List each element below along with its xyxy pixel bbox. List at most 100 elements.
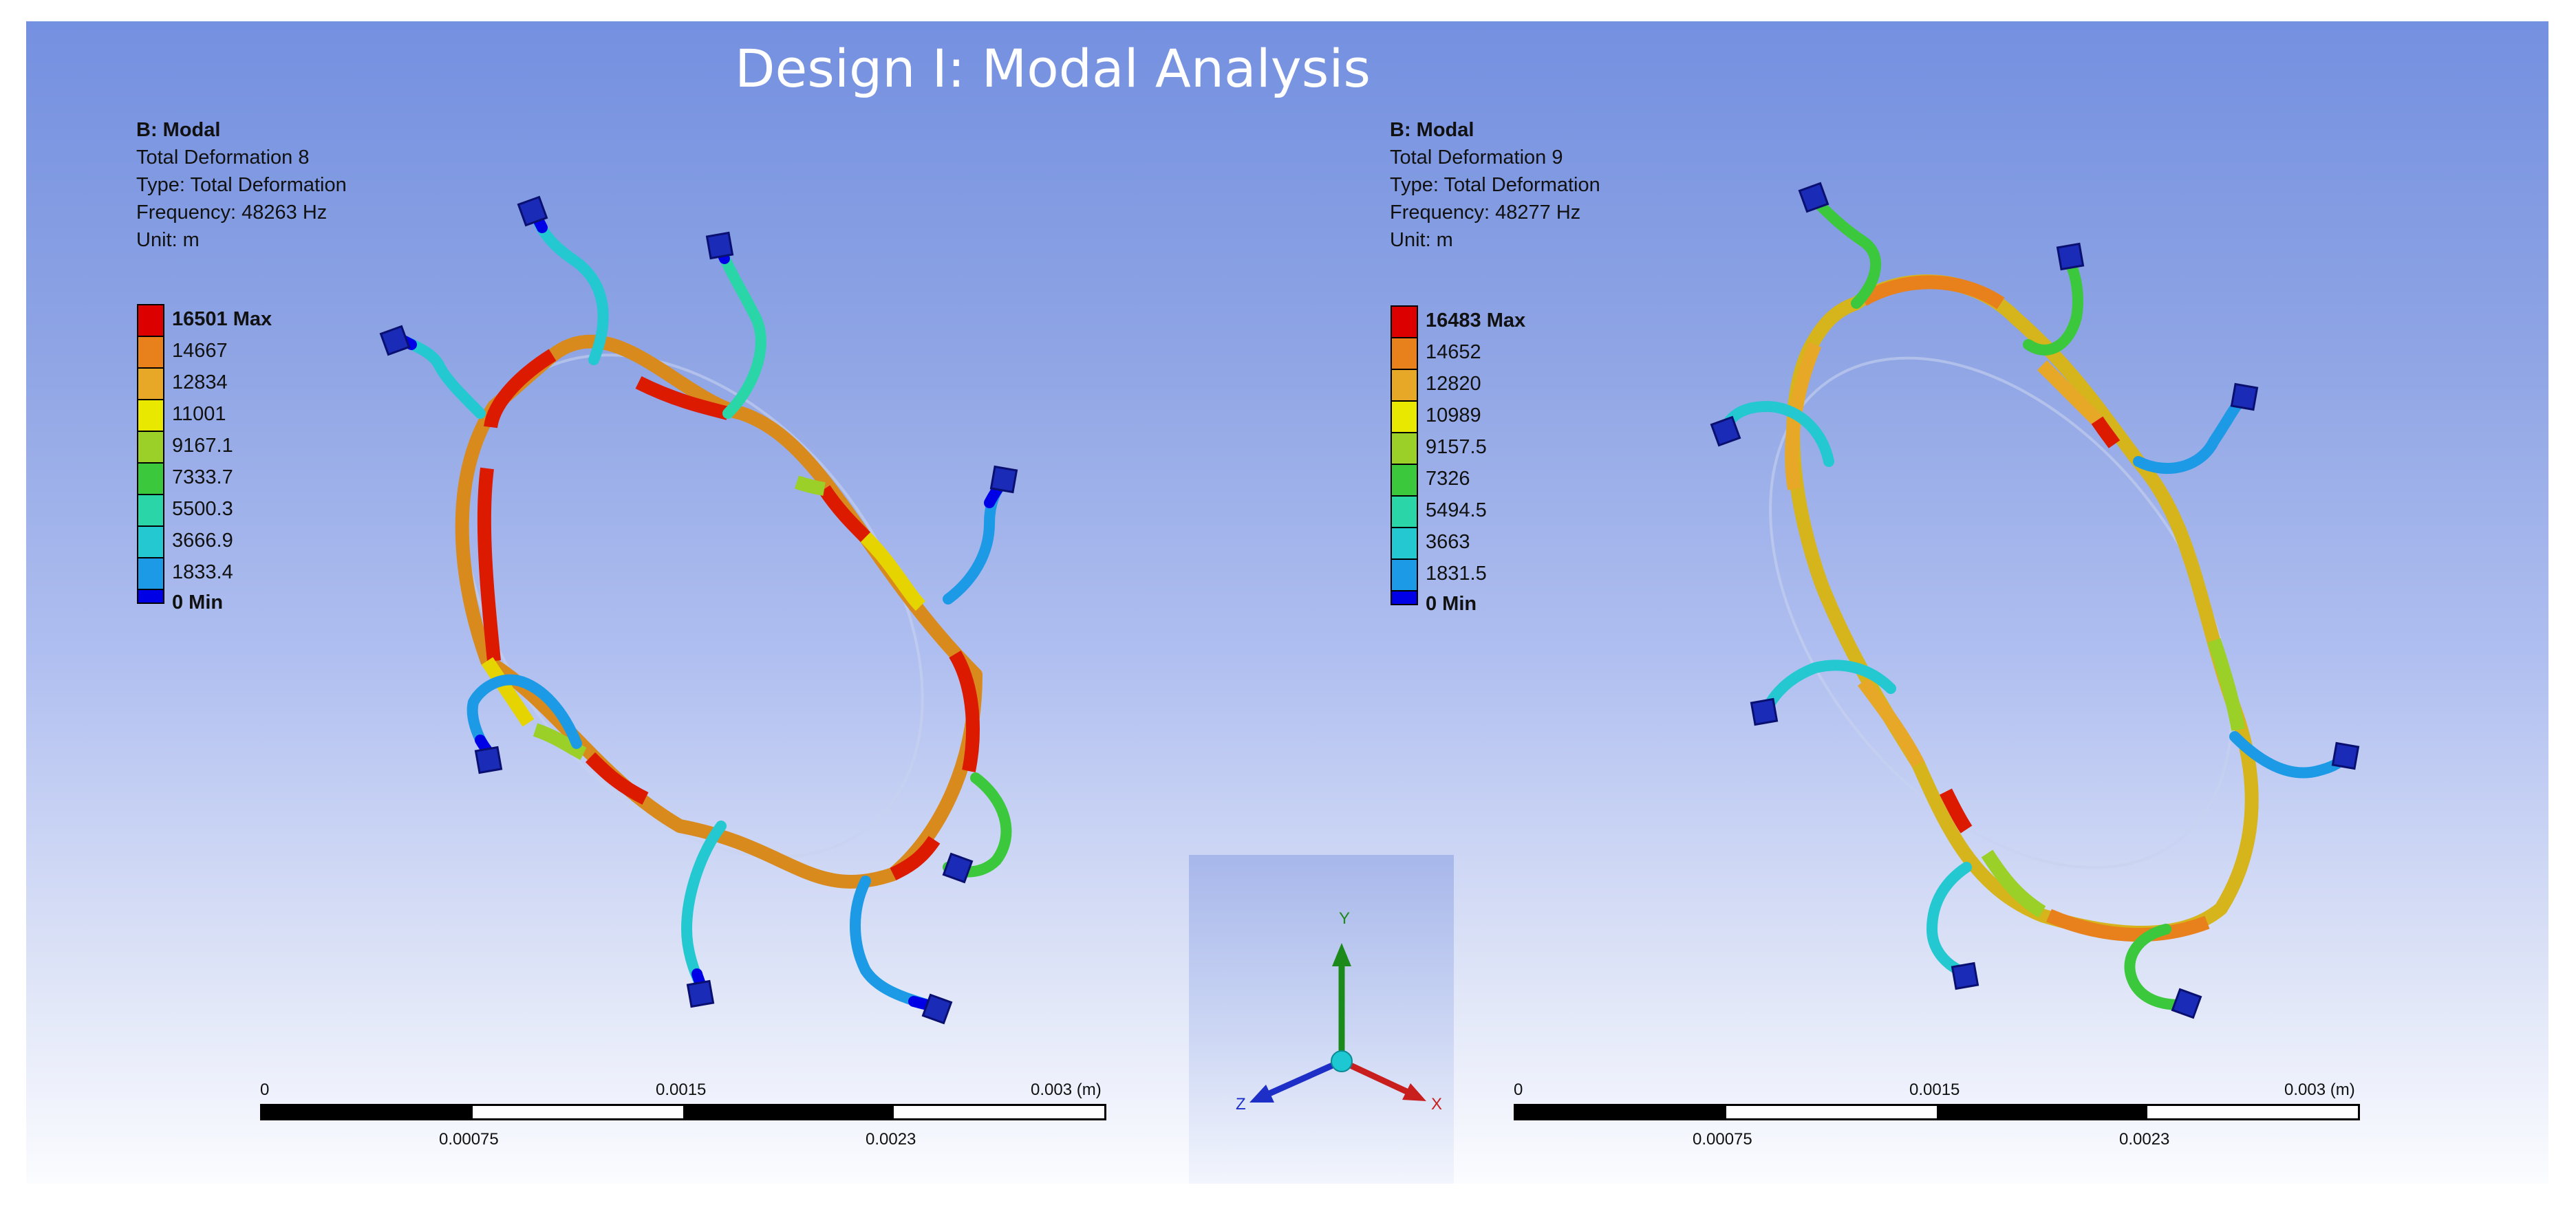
result-name-label: Total Deformation 8	[136, 146, 310, 169]
legend-level: 11001	[172, 403, 226, 425]
ring-segment	[860, 532, 926, 611]
anchor-block	[942, 852, 974, 884]
legend-level: 5494.5	[1426, 499, 1487, 521]
ring-segment	[1859, 275, 2005, 310]
result-legend-right: B: Modal Total Deformation 9 Type: Total…	[1390, 116, 1600, 254]
support-leg	[2133, 394, 2247, 474]
anchor-block	[1798, 182, 1829, 213]
scale-bar-right: 0 0.0015 0.003 (m) 0.00075 0.0023	[1514, 1081, 2367, 1156]
anchor-block	[2171, 988, 2202, 1019]
support-leg	[466, 674, 582, 756]
contour-legend-left: 16501 Max 14667 12834 11001 9167.1 7333.…	[137, 304, 272, 614]
legend-swatch	[137, 304, 164, 337]
legend-level: 7326	[1426, 468, 1470, 490]
legend-swatch	[137, 431, 164, 464]
legend-swatch	[1391, 432, 1418, 465]
legend-swatch	[137, 589, 164, 604]
support-leg	[1926, 862, 1972, 976]
legend-swatch	[1391, 558, 1418, 591]
legend-swatch	[137, 557, 164, 590]
legend-level: 16483 Max	[1426, 310, 1525, 332]
legend-swatch	[137, 399, 164, 432]
unit-label: Unit: m	[1390, 229, 1453, 251]
legend-swatch	[137, 494, 164, 527]
scale-tick-three-quarter: 0.0023	[866, 1130, 916, 1149]
scale-tick-three-quarter: 0.0023	[2119, 1130, 2170, 1149]
ring-segment	[949, 650, 980, 772]
support-leg-end	[908, 996, 933, 1010]
ring-segment	[477, 467, 501, 662]
legend-level: 0 Min	[172, 591, 223, 614]
anchor-block	[2331, 741, 2360, 770]
legend-level: 3663	[1426, 531, 1470, 553]
frequency-label: Frequency: 48277 Hz	[1390, 202, 1581, 224]
anchor-block	[2056, 242, 2085, 271]
legend-level: 16501 Max	[172, 308, 272, 330]
ring-segment	[481, 657, 535, 727]
legend-swatch	[1391, 464, 1418, 497]
support-leg	[1761, 660, 1896, 715]
legend-swatch	[1391, 590, 1418, 605]
z-axis-arrow	[1249, 1085, 1274, 1103]
scale-tick-mid: 0.0015	[1909, 1081, 1960, 1099]
anchor-block	[2230, 382, 2259, 411]
ring-segment	[2091, 416, 2121, 448]
anchor-block	[989, 465, 1018, 494]
anchor-block	[921, 993, 953, 1025]
legend-level: 14652	[1426, 341, 1481, 363]
legend-level: 1831.5	[1426, 563, 1487, 585]
legend-level: 5500.3	[172, 498, 233, 520]
legend-level: 10989	[1426, 404, 1481, 426]
support-leg	[2124, 924, 2185, 1010]
anchor-block	[517, 195, 548, 227]
legend-swatches	[137, 304, 164, 604]
support-leg	[680, 821, 727, 990]
scale-tick-start: 0	[260, 1081, 270, 1099]
legend-swatch	[1391, 337, 1418, 370]
legend-swatch	[1391, 527, 1418, 560]
mode-shape-left[interactable]	[379, 180, 1018, 1060]
deformed-ring	[455, 334, 983, 889]
scale-tick-quarter: 0.00075	[1693, 1130, 1752, 1149]
anchor-block	[1710, 415, 1741, 447]
result-type-label: Type: Total Deformation	[1390, 174, 1600, 196]
scale-tick-mid: 0.0015	[656, 1081, 707, 1099]
ring-segment	[2037, 360, 2103, 426]
support-leg	[1720, 400, 1834, 467]
mode-shape-right[interactable]	[1657, 182, 2360, 1067]
page-title: Design I: Modal Analysis	[735, 38, 1371, 99]
x-axis-label: X	[1431, 1095, 1442, 1114]
ring-segment	[1857, 677, 1924, 768]
legend-level: 1833.4	[172, 561, 233, 583]
scale-tick-start: 0	[1514, 1081, 1523, 1099]
axis-triad-panel: Y X Z	[1189, 855, 1454, 1184]
support-leg	[850, 876, 933, 1010]
ring-segment	[585, 752, 649, 805]
legend-swatch	[137, 336, 164, 369]
ring-segment	[635, 376, 730, 420]
support-leg	[716, 243, 766, 419]
anchor-block	[686, 979, 715, 1008]
ring-segment	[818, 485, 871, 543]
legend-swatch	[137, 462, 164, 495]
z-axis-label: Z	[1236, 1095, 1246, 1114]
legend-swatch	[137, 525, 164, 558]
y-axis-arrow	[1332, 943, 1351, 966]
deformed-ring	[1786, 274, 2259, 940]
legend-level: 7333.7	[172, 466, 233, 488]
scale-tick-end: 0.003 (m)	[2284, 1081, 2355, 1099]
frequency-label: Frequency: 48263 Hz	[136, 202, 328, 224]
legend-swatch	[1391, 369, 1418, 402]
support-leg	[530, 208, 609, 365]
triad-origin	[1331, 1050, 1353, 1072]
analysis-system-label: B: Modal	[1390, 119, 1474, 141]
axis-triad[interactable]: Y X Z	[1189, 855, 1454, 1184]
graphics-viewport[interactable]: Design I: Modal Analysis B: Modal Total …	[26, 21, 2548, 1184]
anchor-block	[379, 325, 411, 356]
scale-bar-left: 0 0.0015 0.003 (m) 0.00075 0.0023	[260, 1081, 1113, 1156]
ring-segment	[890, 836, 941, 880]
legend-level: 14667	[172, 340, 228, 362]
ring-segment	[484, 349, 557, 428]
legend-level: 9157.5	[1426, 436, 1487, 458]
result-name-label: Total Deformation 9	[1390, 146, 1563, 169]
